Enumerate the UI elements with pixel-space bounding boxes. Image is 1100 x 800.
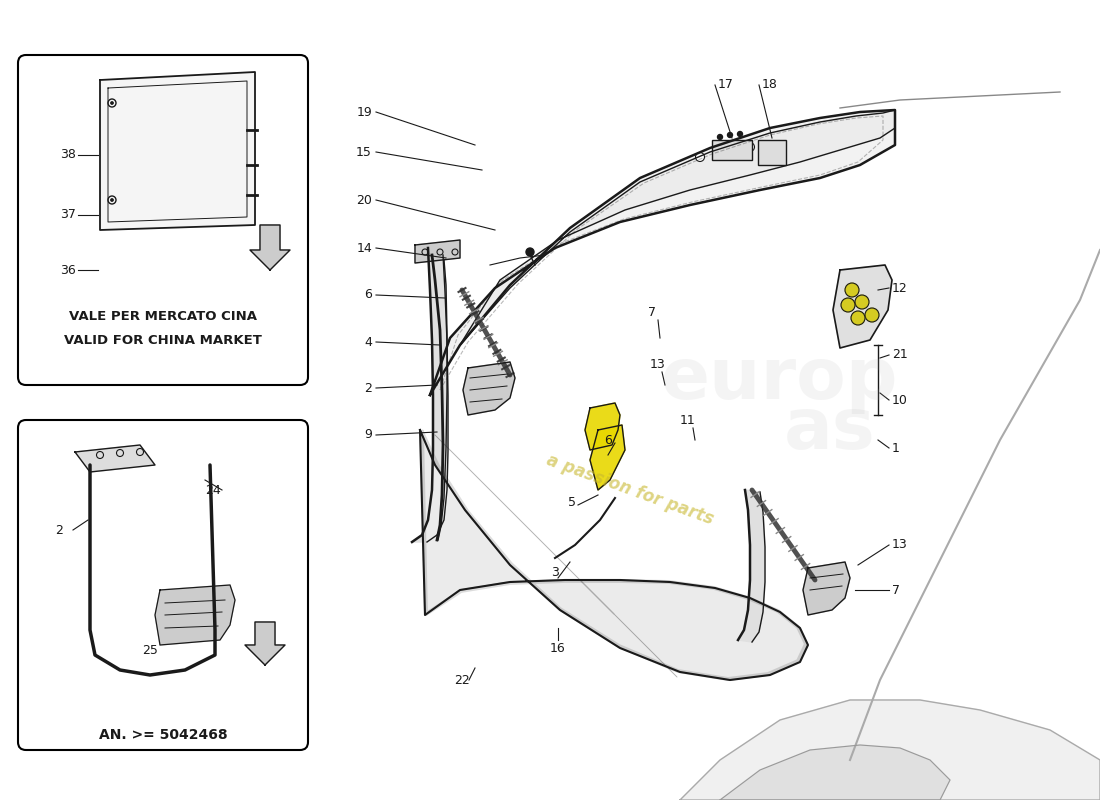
Polygon shape	[590, 425, 625, 490]
Text: europ: europ	[661, 346, 899, 414]
Text: 13: 13	[892, 538, 907, 551]
Text: as: as	[784, 395, 876, 465]
Text: 24: 24	[205, 483, 221, 497]
Polygon shape	[420, 430, 808, 680]
Text: 22: 22	[454, 674, 470, 686]
Text: 19: 19	[356, 106, 372, 118]
Text: 20: 20	[356, 194, 372, 206]
Circle shape	[737, 131, 742, 137]
Text: 25: 25	[142, 643, 158, 657]
Text: 6: 6	[364, 289, 372, 302]
Text: 14: 14	[356, 242, 372, 254]
Circle shape	[730, 146, 739, 154]
Polygon shape	[75, 445, 155, 472]
Circle shape	[717, 134, 723, 139]
Polygon shape	[250, 225, 290, 270]
Circle shape	[727, 133, 733, 138]
Text: 38: 38	[60, 149, 76, 162]
Text: 11: 11	[680, 414, 696, 426]
Text: 37: 37	[60, 209, 76, 222]
Circle shape	[851, 311, 865, 325]
Polygon shape	[432, 255, 447, 540]
Circle shape	[865, 308, 879, 322]
Polygon shape	[585, 403, 620, 450]
Text: a passion for parts: a passion for parts	[544, 451, 716, 529]
Circle shape	[746, 142, 755, 151]
Circle shape	[110, 198, 113, 202]
Text: 17: 17	[718, 78, 734, 91]
Polygon shape	[833, 265, 892, 348]
Polygon shape	[412, 248, 448, 542]
Text: 15: 15	[356, 146, 372, 158]
Text: 10: 10	[892, 394, 907, 406]
Polygon shape	[720, 745, 950, 800]
FancyBboxPatch shape	[712, 140, 752, 160]
Circle shape	[110, 102, 113, 105]
Circle shape	[526, 248, 534, 256]
Text: AN. >= 5042468: AN. >= 5042468	[99, 728, 228, 742]
Text: 7: 7	[892, 583, 900, 597]
Circle shape	[842, 298, 855, 312]
Circle shape	[845, 283, 859, 297]
Circle shape	[695, 153, 704, 162]
Text: VALID FOR CHINA MARKET: VALID FOR CHINA MARKET	[64, 334, 262, 346]
Polygon shape	[100, 72, 255, 230]
Polygon shape	[430, 110, 895, 395]
Text: 2: 2	[364, 382, 372, 394]
Text: VALE PER MERCATO CINA: VALE PER MERCATO CINA	[69, 310, 257, 323]
Text: 6: 6	[604, 434, 612, 446]
Polygon shape	[738, 490, 764, 642]
Polygon shape	[803, 562, 850, 615]
Text: 12: 12	[892, 282, 907, 294]
Polygon shape	[680, 700, 1100, 800]
Polygon shape	[463, 362, 515, 415]
Text: 3: 3	[551, 566, 559, 578]
Text: 16: 16	[550, 642, 565, 654]
Text: 21: 21	[892, 349, 907, 362]
Text: 18: 18	[762, 78, 778, 91]
Text: 13: 13	[650, 358, 666, 371]
Polygon shape	[460, 110, 895, 345]
Circle shape	[714, 149, 723, 158]
Circle shape	[855, 295, 869, 309]
Polygon shape	[245, 622, 285, 665]
Text: 7: 7	[648, 306, 656, 318]
Text: 36: 36	[60, 263, 76, 277]
Text: 4: 4	[364, 335, 372, 349]
Polygon shape	[155, 585, 235, 645]
Text: 9: 9	[364, 429, 372, 442]
FancyBboxPatch shape	[758, 140, 786, 165]
Polygon shape	[415, 240, 460, 263]
Text: 2: 2	[55, 523, 63, 537]
Text: 5: 5	[568, 495, 576, 509]
Text: 1: 1	[892, 442, 900, 454]
